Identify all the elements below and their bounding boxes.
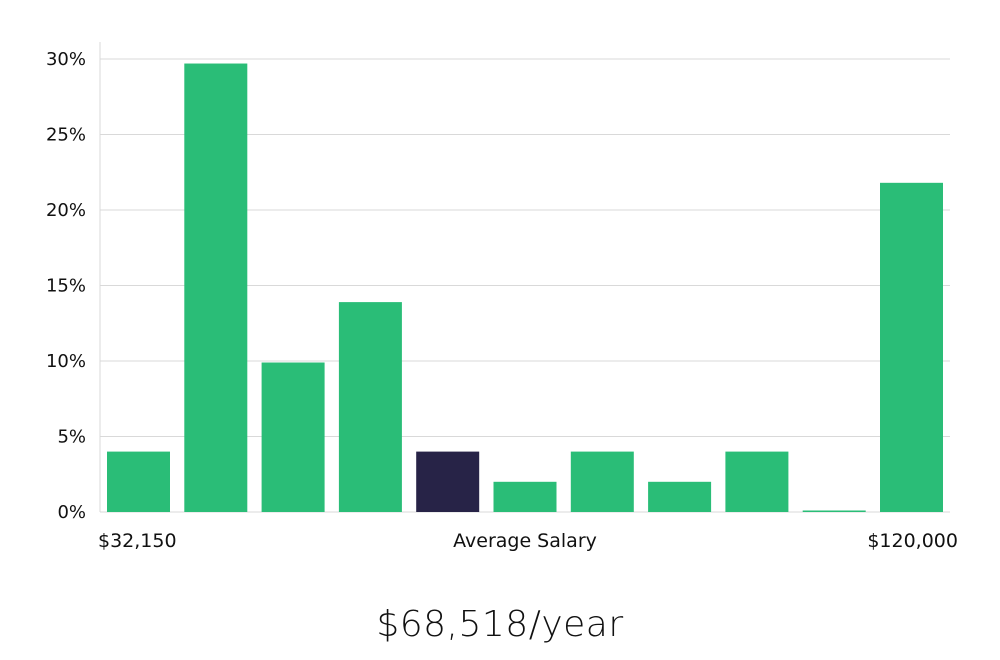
y-tick-label: 10% bbox=[46, 351, 86, 372]
bar bbox=[648, 481, 712, 512]
y-tick-label: 30% bbox=[46, 49, 86, 70]
bar bbox=[802, 510, 866, 512]
bar bbox=[338, 302, 402, 512]
bar bbox=[493, 481, 557, 512]
y-tick-label: 15% bbox=[46, 276, 86, 297]
bar-average-salary bbox=[416, 451, 480, 512]
bar bbox=[261, 362, 325, 512]
x-max-label: $120,000 bbox=[867, 530, 958, 552]
bar bbox=[107, 451, 170, 512]
y-tick-label: 25% bbox=[46, 125, 86, 146]
bar bbox=[184, 63, 248, 512]
x-center-label: Average Salary bbox=[453, 530, 597, 552]
bar bbox=[570, 451, 634, 512]
average-salary-value: $68,518/year bbox=[376, 604, 624, 645]
salary-histogram-chart: 0% 5% 10% 15% 20% 25% 30% $32,150 Average Sala… bbox=[46, 42, 958, 552]
y-tick-label: 0% bbox=[57, 502, 86, 523]
bar bbox=[725, 451, 789, 512]
y-tick-label: 5% bbox=[57, 427, 86, 448]
bar bbox=[880, 182, 943, 512]
y-tick-label: 20% bbox=[46, 200, 86, 221]
x-min-label: $32,150 bbox=[98, 530, 177, 552]
y-axis-tick-labels: 0% 5% 10% 15% 20% 25% 30% bbox=[46, 49, 86, 523]
histogram-bars bbox=[107, 63, 943, 512]
